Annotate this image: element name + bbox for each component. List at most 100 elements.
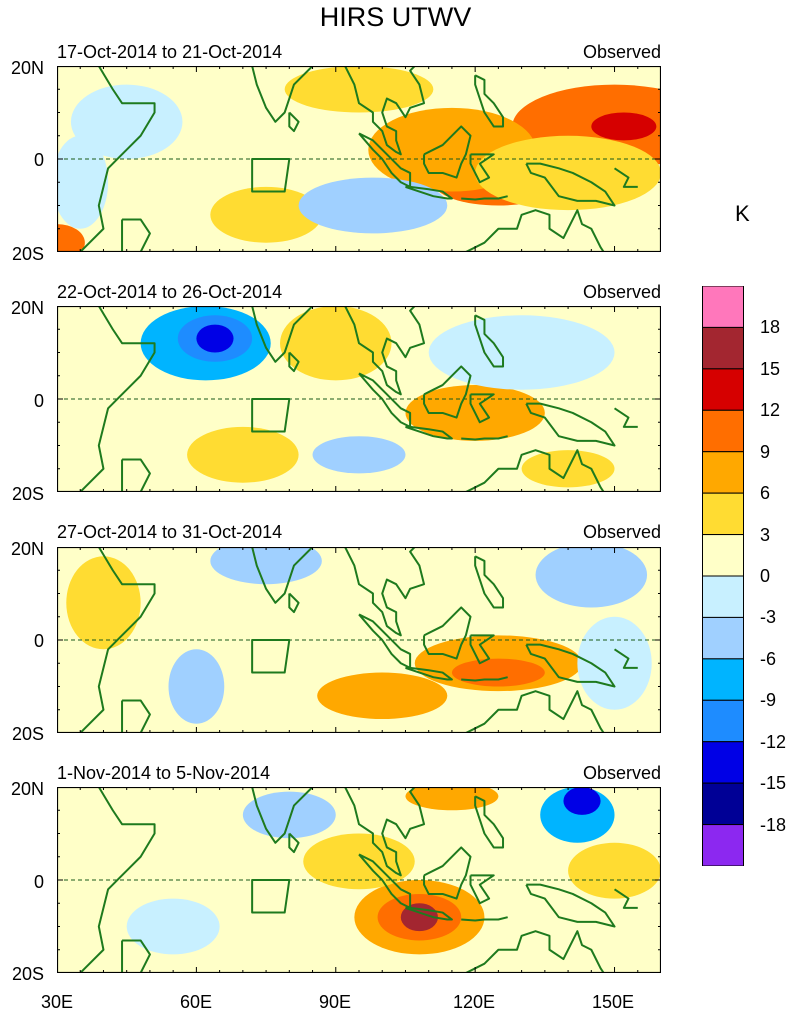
map-frame [57,547,661,733]
coastline-10 [121,699,151,733]
coastline-6 [525,402,616,447]
anomaly-region-7 [298,177,448,234]
coastline-13 [251,158,291,193]
coastline-7 [474,314,505,368]
anomaly-region-8 [303,833,415,890]
anomaly-region-4 [280,306,392,381]
panel-3-lat-20s: 20S [11,724,44,744]
colorbar-label: -6 [760,648,777,669]
coastline-0 [79,547,156,733]
coastline-0 [79,787,156,973]
anomaly-region-5 [284,66,434,113]
coastline-13 [251,879,291,914]
coastline-12 [613,167,638,188]
coastline-12 [613,648,638,669]
anomaly-region-4 [563,787,601,815]
anomaly-region-6 [312,436,406,474]
coastline-12 [613,407,638,428]
colorbar-label: 12 [760,400,781,421]
map-frame [57,787,661,973]
panel-1-label: Observed [582,42,661,62]
panel-3-label: Observed [582,522,661,542]
coastline-4 [423,365,472,419]
coastline-1 [249,787,429,877]
coastline-6 [525,883,616,928]
figure-title: HIRS UTWV [319,2,472,32]
anomaly-region-1 [451,658,545,687]
coastline-4 [423,846,472,900]
colorbar-swatch-13 [702,824,744,866]
coastline-0 [79,306,156,492]
colorbar-label: 3 [760,524,771,545]
coastline-1 [249,306,429,396]
map-frame [57,306,661,492]
colorbar-swatch-2 [702,368,744,411]
panel-4-lat-0: 0 [33,872,44,892]
coastline-7 [474,795,505,849]
coastline-3 [405,425,453,440]
anomaly-region-6 [210,186,322,243]
colorbar [702,286,744,866]
colorbar-label: 6 [760,483,771,504]
coastline-10 [121,458,151,492]
coastline-10 [121,218,151,252]
anomaly-region-1 [591,112,657,141]
colorbar-swatch-12 [702,782,744,826]
coastline-4 [423,125,472,179]
coastline-11 [461,435,508,441]
anomaly-region-3 [535,547,648,608]
coastline-7 [474,74,505,128]
colorbar-label: -12 [760,731,787,752]
coastline-1 [249,547,429,637]
colorbar-swatch-10 [702,699,744,743]
coastline-12 [613,888,638,909]
coastline-13 [251,639,291,674]
colorbar-unit: K [735,201,750,226]
panel-4-lat-20n: 20N [10,779,44,799]
panel-2-lat-20s: 20S [11,484,44,504]
colorbar-label: 18 [760,317,781,338]
anomaly-region-7 [577,616,652,710]
anomaly-region-7 [568,842,661,899]
colorbar-swatch-0 [702,286,744,328]
anomaly-region-8 [428,315,615,390]
lon-label-60e: 60E [179,992,213,1012]
anomaly-region-2 [317,672,448,720]
colorbar-swatch-4 [702,451,744,494]
coastline-4 [423,606,472,660]
coastline-9 [288,832,300,854]
panel-2-lat-20n: 20N [10,298,44,318]
coastline-9 [288,111,300,133]
panel-4-map [57,787,661,973]
colorbar-label: -15 [760,773,787,794]
coastline-0 [79,66,156,252]
lon-label-30e: 30E [40,992,74,1012]
coastline-10 [121,939,151,973]
panel-3-map [57,547,661,733]
panel-2-map [57,306,661,492]
colorbar-swatch-1 [702,326,744,370]
colorbar-swatch-9 [702,658,744,701]
colorbar-label: -3 [760,607,777,628]
coastline-5 [469,634,495,665]
panel-1-map [57,66,661,252]
coastline-1 [249,66,429,156]
colorbar-label: 9 [760,441,771,462]
panel-3-lat-0: 0 [33,631,44,651]
colorbar-swatch-5 [702,492,744,536]
anomaly-region-9 [57,224,85,252]
anomaly-region-4 [475,135,661,211]
panel-3-date: 27-Oct-2014 to 31-Oct-2014 [57,522,283,542]
colorbar-swatch-11 [702,741,744,784]
coastline-5 [469,874,495,905]
anomaly-region-6 [66,556,141,650]
panel-3-lat-20n: 20N [10,539,44,559]
colorbar-label: -18 [760,814,787,835]
colorbar-swatch-6 [702,534,744,577]
panel-4-label: Observed [582,763,661,783]
panel-2-lat-0: 0 [33,391,44,411]
anomaly-region-2 [196,324,234,353]
panel-1-date: 17-Oct-2014 to 21-Oct-2014 [57,42,283,62]
panel-2-date: 22-Oct-2014 to 26-Oct-2014 [57,282,283,302]
colorbar-label: -9 [760,690,777,711]
